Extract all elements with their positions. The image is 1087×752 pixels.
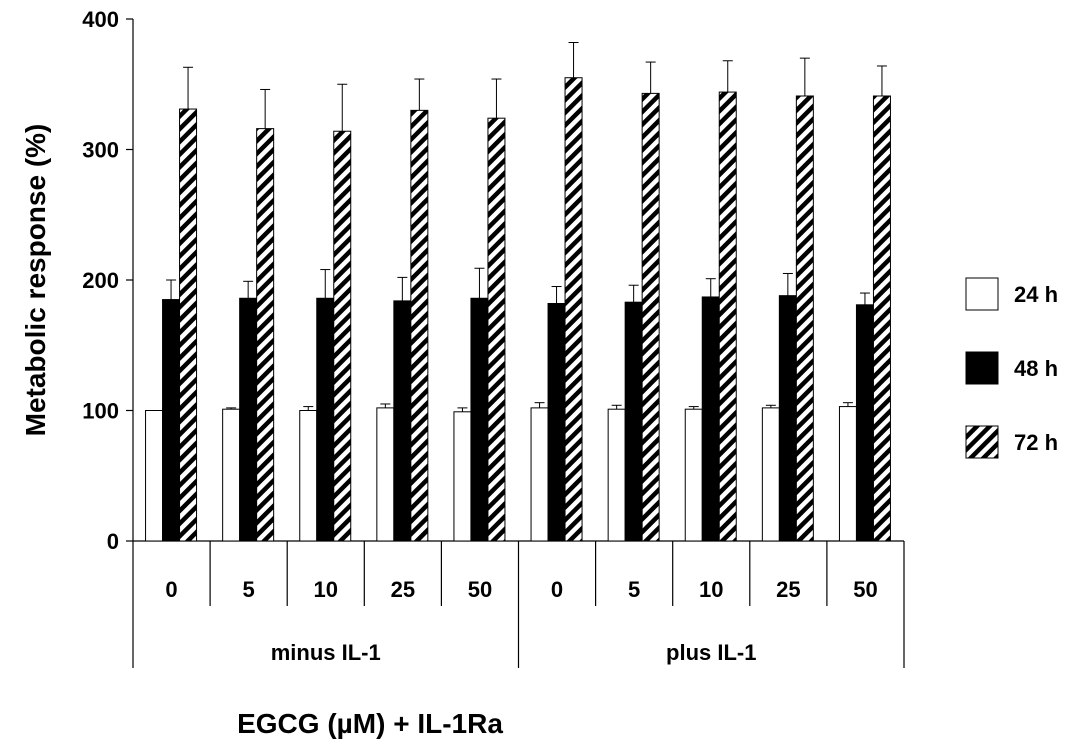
group-label: plus IL-1: [666, 640, 756, 665]
bar-72h: [872, 95, 891, 542]
bar-48h: [239, 297, 258, 542]
legend-swatch-24h: [965, 277, 999, 311]
bar-48h: [547, 302, 566, 542]
bar-24h: [607, 408, 626, 542]
category-label: 25: [391, 577, 415, 602]
bar-24h: [376, 407, 395, 542]
bar-72h: [256, 128, 275, 542]
legend-label: 72 h: [1014, 430, 1058, 455]
category-label: 0: [551, 577, 563, 602]
bar-72h: [795, 95, 814, 542]
bar-72h: [487, 117, 506, 542]
bar-72h: [718, 91, 737, 542]
legend-swatch-72h: [965, 425, 999, 459]
category-label: 50: [468, 577, 492, 602]
y-axis-title: Metabolic response (%): [20, 124, 51, 437]
legend-label: 24 h: [1014, 282, 1058, 307]
bar-48h: [316, 297, 335, 542]
y-tick-label: 400: [82, 7, 119, 32]
bar-24h: [530, 407, 549, 542]
bar-48h: [624, 301, 643, 542]
bar-72h: [333, 130, 352, 542]
category-label: 25: [776, 577, 800, 602]
plot-area: 0 100 200 300 400 0 5 10 25 50 0 5 10 25 50 minus IL-1 p…: [82, 7, 905, 668]
bar-48h: [855, 304, 874, 542]
x-axis-title: EGCG (µM) + IL-1Ra: [237, 708, 503, 739]
bar-48h: [470, 297, 489, 542]
category-label: 5: [243, 577, 255, 602]
bar-48h: [778, 295, 797, 542]
category-label: 0: [165, 577, 177, 602]
bar-48h: [701, 296, 720, 542]
legend-label: 48 h: [1014, 356, 1058, 381]
bar-72h: [179, 108, 198, 542]
bar-24h: [145, 410, 164, 542]
bar-72h: [641, 92, 660, 542]
category-label: 5: [628, 577, 640, 602]
bar-24h: [453, 411, 472, 542]
bar-24h: [222, 408, 241, 542]
category-label: 50: [853, 577, 877, 602]
y-tick-label: 0: [107, 529, 119, 554]
bar-72h: [410, 109, 429, 542]
y-tick-label: 300: [82, 138, 119, 163]
group-label: minus IL-1: [271, 640, 381, 665]
bar-72h: [564, 77, 583, 542]
legend: 24 h 48 h 72 h: [965, 277, 1058, 459]
y-tick-label: 200: [82, 268, 119, 293]
bar-24h: [838, 406, 857, 542]
bar-24h: [299, 410, 318, 542]
legend-swatch-48h: [965, 351, 999, 385]
category-label: 10: [699, 577, 723, 602]
y-tick-label: 100: [82, 399, 119, 424]
category-label: 10: [314, 577, 338, 602]
bar-48h: [393, 300, 412, 542]
bar-24h: [761, 407, 780, 542]
bar-48h: [162, 299, 181, 542]
bar-24h: [684, 408, 703, 542]
